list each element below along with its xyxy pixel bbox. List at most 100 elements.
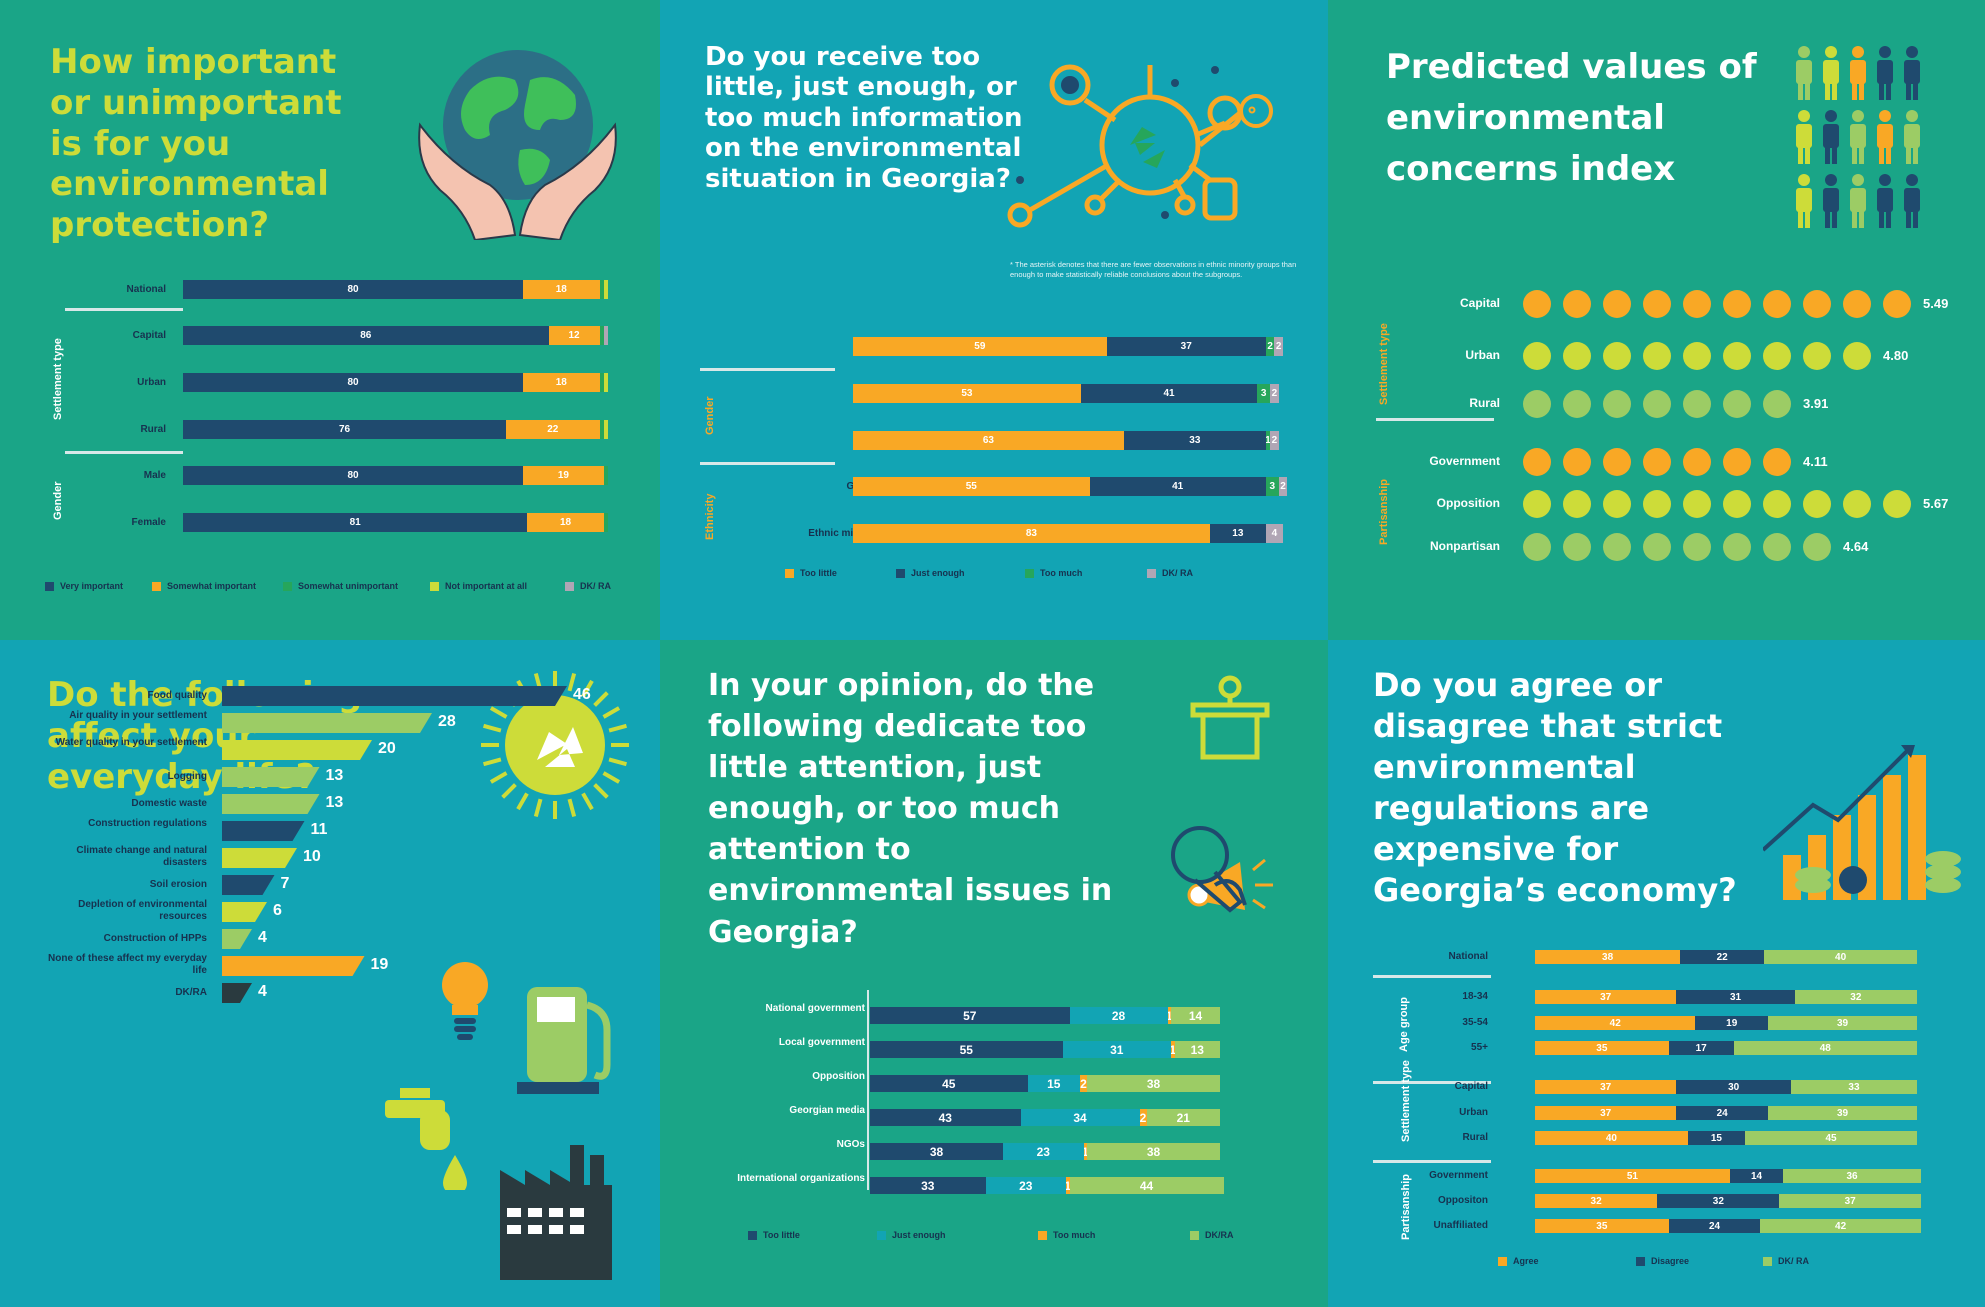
divider [65,451,183,454]
category-label: Ethnic minorities * [808,527,896,539]
stacked-bar-row: 59 37 2 2 [853,337,1283,356]
category-label: National [126,283,166,295]
bar-segment: 3 [1265,477,1279,496]
stacked-bar-row: 37 24 39 [1535,1106,1917,1120]
divider [1373,1160,1491,1163]
bar-segment: 83 [853,524,1210,543]
bar-segment: 37 [1535,1080,1677,1094]
people-group-icon [1796,46,1920,228]
bar-segment: 31 [1676,990,1795,1004]
recycle-network-icon [1007,64,1273,228]
stacked-bar-row: 37 31 32 [1535,990,1917,1004]
category-label: Domestic waste [131,798,207,809]
legend-item: DK/ RA [565,581,611,591]
growth-chart-icon [1763,745,1961,900]
bar-segment [603,280,608,299]
category-label: Opposition [1436,496,1500,510]
category-label: NGOs [836,1139,865,1150]
bar-segment: 12 [548,326,600,345]
legend-label: DK/RA [1205,1230,1234,1240]
legend-item: Too little [748,1230,800,1240]
bar-segment: 2 [1265,337,1275,356]
bar-segment: 2 [1270,384,1279,403]
category-label: DK/RA [175,987,207,998]
index-dot [1603,533,1631,561]
bar-segment [603,466,608,485]
panel-regulations-expense: Do you agree or disagree that strict env… [1328,640,1985,1307]
bar-segment: 2 [1139,1109,1147,1126]
index-dot [1563,390,1591,418]
bar-segment: 3 [1257,384,1271,403]
bar-value: 11 [310,821,328,838]
divider [700,462,835,465]
group-label-partisanship: Partisanship [1378,478,1390,545]
legend-swatch [283,581,292,591]
bar-segment: 1 [1265,431,1271,450]
stacked-bar-row: 63 33 1 2 [853,431,1283,450]
bar-segment: 34 [1020,1109,1140,1126]
bar-segment: 40 [1764,950,1917,964]
category-label: Local government [778,1037,865,1048]
bar-segment: 2 [1278,477,1288,496]
light-bulb-icon [442,962,488,1040]
category-label: Soil erosion [149,879,207,890]
bar-segment: 14 [1171,1007,1220,1024]
bar-segment [599,373,604,392]
bar-segment: 2 [1270,431,1279,450]
bar-segment: 41 [1089,477,1266,496]
bar [222,686,567,706]
bar-segment: 28 [1069,1007,1168,1024]
bar-segment: 76 [183,420,506,439]
legend-label: DK/ RA [1162,568,1193,578]
category-label: Government [1429,1170,1488,1181]
bar-segment: 81 [183,513,528,532]
legend-swatch [1636,1256,1645,1266]
panel-environmental-concerns-index: Predicted values of environmental concer… [1328,0,1985,640]
legend-swatch [1038,1230,1047,1240]
index-dot [1603,390,1631,418]
bar-segment [599,420,604,439]
index-dot [1523,533,1551,561]
index-dot [1763,533,1791,561]
bar-segment: 35 [1535,1219,1669,1233]
bar [222,848,297,868]
legend-swatch [896,568,905,578]
stacked-bar-row: 42 19 39 [1535,1016,1917,1030]
index-dot [1803,290,1831,318]
bar [222,956,365,976]
legend-item: Just enough [877,1230,946,1240]
bar-value: 28 [438,713,456,730]
bar-segment: 38 [1535,950,1681,964]
bar-segment: 38 [1087,1143,1220,1160]
stacked-bar-row: 80 18 [183,373,608,392]
stacked-bar-row: 55 41 3 2 [853,477,1288,496]
category-label: Capital [132,329,166,341]
bar-segment: 55 [870,1041,1063,1058]
index-dot [1643,448,1671,476]
legend-item: Just enough [896,568,965,578]
bar-segment: 33 [1790,1080,1917,1094]
index-dot [1683,290,1711,318]
bar [222,794,320,814]
speaker-podium-icon [1190,675,1270,760]
index-dot [1803,490,1831,518]
panel6-title: Do you agree or disagree that strict env… [1373,666,1737,909]
category-label: 18-34 [1462,991,1488,1002]
legend-label: Just enough [892,1230,946,1240]
bar-segment: 35 [1535,1041,1669,1055]
category-label: Georgian media [789,1105,865,1116]
category-label: 35-54 [1462,1017,1488,1028]
legend-label: Very important [60,581,124,591]
bar-chart-svg [222,686,567,1003]
panel5-title: In your opinion, do the following dedica… [708,668,1113,950]
index-dot [1643,533,1671,561]
bar-segment: 31 [1062,1041,1171,1058]
bar-segment: 37 [1779,1194,1921,1208]
divider [700,368,835,371]
stacked-bar-row: 40 15 45 [1535,1131,1917,1145]
legend-swatch [152,581,161,591]
legend-label: Too little [800,568,837,578]
category-label: Government [1429,454,1500,468]
index-dot [1643,390,1671,418]
index-dot [1883,490,1911,518]
